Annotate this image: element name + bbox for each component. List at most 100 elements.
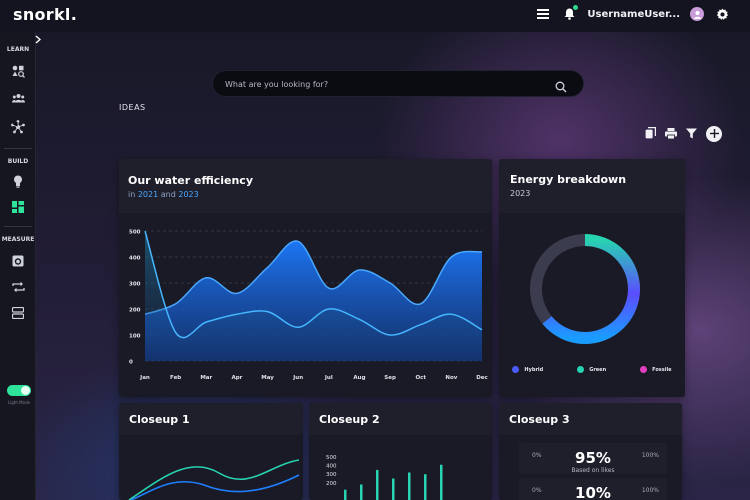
top-bar: snorkl. UsernameUser... — [0, 0, 750, 32]
legend-dot — [512, 366, 520, 373]
collapse-chevron-icon[interactable] — [35, 29, 42, 48]
search-bar — [212, 70, 584, 97]
card-header — [309, 403, 492, 435]
y-tick-label: 0 — [129, 360, 133, 366]
shapes-search-icon[interactable] — [11, 64, 25, 78]
water-area-chart: 0 100 200 300 400 500 Jan Feb Mar Apr May Jun Jul Au… — [129, 230, 488, 382]
y-axis-ticks: 500 400 300 200 — [326, 455, 337, 487]
card-title: Our water efficiency — [128, 174, 253, 187]
x-tick-label: Oct — [415, 375, 426, 381]
toolbar — [645, 124, 722, 143]
repeat-icon[interactable] — [11, 280, 25, 294]
username[interactable]: UsernameUser... — [587, 8, 680, 20]
x-tick-label: Jun — [292, 375, 303, 381]
closeup-1-card: Closeup 1 — [119, 403, 303, 500]
y-tick-label: 100 — [129, 334, 141, 340]
card-header — [119, 159, 492, 213]
bar — [424, 474, 427, 500]
bar — [360, 484, 363, 500]
sidebar-divider — [4, 148, 32, 149]
toggle-knob — [21, 386, 30, 395]
stat-min: 0% — [532, 452, 542, 459]
y-tick-label: 500 — [129, 230, 141, 236]
bars — [344, 464, 443, 500]
series-line-2023 — [144, 230, 483, 339]
stat-row-likes: 0% 95% Based on likes 100% — [519, 443, 667, 474]
card-header — [499, 159, 685, 213]
legend-dot — [577, 366, 585, 373]
gauge-icon[interactable] — [11, 254, 25, 268]
card-header — [119, 403, 303, 435]
copy-icon[interactable] — [645, 124, 656, 143]
plus-icon — [709, 129, 719, 138]
sidebar: LEARN BUILD MEASURE Light Mode — [0, 32, 36, 500]
closeup-1-line-chart — [128, 459, 300, 500]
y-tick-label: 200 — [326, 481, 337, 487]
bar — [408, 472, 411, 500]
server-icon[interactable] — [11, 306, 25, 320]
x-tick-label: Sep — [384, 375, 396, 381]
x-tick-label: Feb — [170, 375, 181, 381]
bar — [392, 478, 395, 500]
x-tick-label: Aug — [353, 375, 365, 381]
y-tick-label: 400 — [129, 256, 141, 262]
sidebar-divider — [4, 226, 32, 227]
stat-row-second: 0% 10% 100% — [519, 478, 667, 500]
sidebar-section-build: BUILD — [7, 158, 29, 165]
y-tick-label: 200 — [129, 308, 141, 314]
x-tick-label: Dec — [476, 375, 488, 381]
series-line-2021 — [144, 240, 483, 315]
filter-icon[interactable] — [686, 124, 697, 143]
lightbulb-icon[interactable] — [11, 174, 25, 188]
card-title: Closeup 1 — [129, 413, 190, 426]
card-year: 2023 — [510, 189, 531, 198]
y-tick-label: 300 — [326, 472, 337, 478]
y-axis-ticks: 0 100 200 300 400 500 — [129, 230, 141, 366]
series-area-2023 — [145, 231, 482, 361]
stat-min: 0% — [532, 487, 542, 494]
x-tick-label: Mar — [200, 375, 212, 381]
stat-max: 100% — [641, 487, 659, 494]
legend-dot — [640, 366, 648, 373]
x-tick-label: Apr — [231, 375, 242, 381]
series-line-green — [128, 459, 300, 500]
card-title: Energy breakdown — [510, 173, 627, 186]
gear-icon[interactable] — [714, 6, 730, 22]
print-icon[interactable] — [665, 124, 677, 143]
group-icon[interactable] — [11, 91, 25, 105]
notification-bell-icon[interactable] — [561, 4, 580, 22]
y-tick-label: 400 — [326, 464, 337, 470]
closeup-2-card: Closeup 2 500 400 300 200 — [309, 403, 492, 500]
y-tick-label: 500 — [326, 455, 337, 461]
y-tick-label: 300 — [129, 282, 141, 288]
donut-segment-energy — [542, 234, 640, 345]
x-tick-label: Jan — [139, 375, 150, 381]
add-button[interactable] — [706, 125, 722, 142]
water-efficiency-card: Our water efficiency in 2021 and 2023 0 1… — [119, 159, 492, 397]
menu-icon[interactable] — [535, 6, 551, 22]
network-icon[interactable] — [11, 120, 25, 134]
legend-green: Green — [577, 366, 606, 373]
bar — [344, 489, 347, 500]
light-mode-toggle[interactable] — [7, 385, 31, 396]
series-line-blue — [130, 474, 300, 500]
header-actions: UsernameUser... — [535, 4, 730, 22]
energy-breakdown-card: Energy breakdown 2023 Hybrid Green Fossi… — [499, 159, 685, 397]
x-tick-label: Nov — [445, 375, 457, 381]
search-input[interactable] — [225, 76, 545, 92]
closeup-3-card: Closeup 3 0% 95% Based on likes 100% 0% … — [499, 403, 682, 500]
energy-legend: Hybrid Green Fossile — [499, 366, 685, 373]
stat-max: 100% — [641, 452, 659, 459]
stat-value: 10% — [575, 484, 611, 500]
avatar[interactable] — [690, 7, 704, 21]
sidebar-section-learn: LEARN — [6, 46, 30, 53]
x-tick-label: Jul — [324, 375, 333, 381]
energy-donut-chart — [530, 234, 640, 345]
stat-value: 95% — [575, 449, 611, 467]
app-logo[interactable]: snorkl. — [13, 5, 78, 24]
dashboard-icon[interactable] — [11, 200, 25, 214]
legend-fossile: Fossile — [640, 366, 672, 373]
search-icon[interactable] — [555, 78, 567, 97]
page-title: IDEAS — [119, 103, 146, 112]
x-axis-ticks: Jan Feb Mar Apr May Jun Jul Aug Sep Oct Nov Dec — [139, 375, 488, 381]
